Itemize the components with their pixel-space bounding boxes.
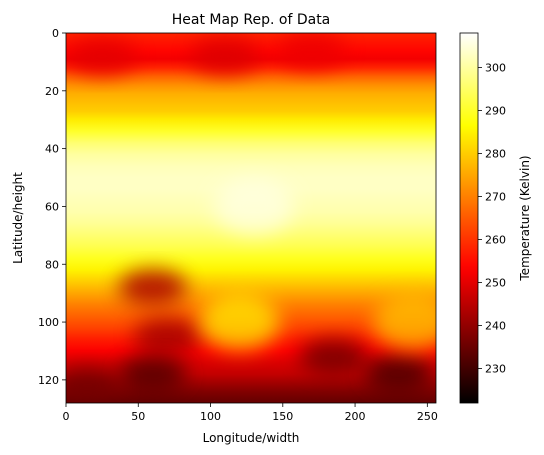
cold-region <box>66 367 122 403</box>
x-tick-label: 150 <box>272 410 293 423</box>
y-axis: 0 20 40 60 80 100 120 <box>38 27 66 387</box>
chart-title: Heat Map Rep. of Data <box>172 12 331 28</box>
cold-region <box>364 356 433 393</box>
warm-region <box>372 294 436 351</box>
x-axis: 0 50 100 150 200 250 <box>63 403 438 423</box>
plot-frame <box>65 32 437 404</box>
y-axis-label: Latitude/height <box>11 172 25 264</box>
x-tick-label: 100 <box>200 410 221 423</box>
y-tick-label: 120 <box>38 374 59 387</box>
colorbar: 230 240 250 260 270 280 290 300 Temperature (Ke… <box>459 32 532 404</box>
y-tick-label: 80 <box>45 258 59 271</box>
y-tick-label: 20 <box>45 85 59 98</box>
colorbar-tick-label: 240 <box>485 320 506 333</box>
colorbar-tick-label: 250 <box>485 277 506 290</box>
y-tick-label: 40 <box>45 143 59 156</box>
cold-region <box>118 356 187 393</box>
colorbar-fill <box>460 33 478 403</box>
colorbar-tick-label: 270 <box>485 190 506 203</box>
colorbar-label: Temperature (Kelvin) <box>518 155 532 281</box>
plot-area <box>66 33 436 403</box>
y-tick-label: 0 <box>52 27 59 40</box>
x-tick-label: 200 <box>345 410 366 423</box>
y-tick-label: 100 <box>38 316 59 329</box>
cold-region <box>68 38 137 75</box>
x-axis-label: Longitude/width <box>203 431 300 445</box>
x-tick-label: 0 <box>63 410 70 423</box>
cold-region <box>299 338 368 375</box>
colorbar-tick-label: 300 <box>485 61 506 74</box>
cold-region <box>133 318 202 355</box>
colorbar-ticks: 230 240 250 260 270 280 290 300 <box>478 61 506 376</box>
cold-region <box>190 38 259 75</box>
cold-region <box>277 33 346 69</box>
heatmap-regions <box>66 33 436 403</box>
colorbar-tick-label: 280 <box>485 147 506 160</box>
cold-region <box>118 269 187 306</box>
warm-region <box>213 178 294 235</box>
colorbar-tick-label: 290 <box>485 104 506 117</box>
colorbar-tick-label: 230 <box>485 363 506 376</box>
colorbar-frame <box>459 32 479 404</box>
x-tick-label: 50 <box>131 410 145 423</box>
warm-region <box>199 294 280 351</box>
y-tick-label: 60 <box>45 200 59 213</box>
colorbar-tick-label: 260 <box>485 234 506 247</box>
x-tick-label: 250 <box>417 410 438 423</box>
